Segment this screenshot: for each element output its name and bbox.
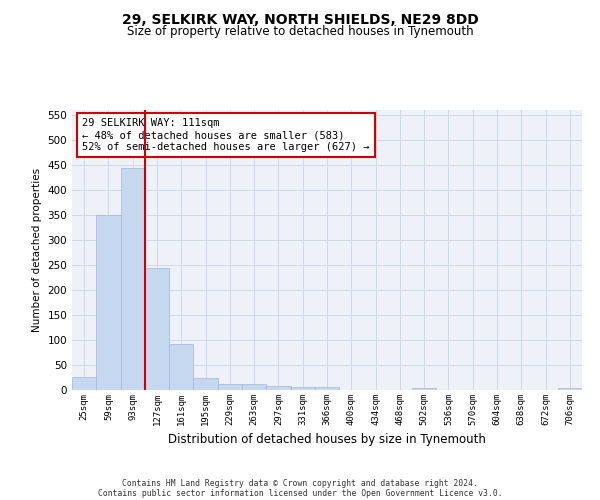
Bar	[266, 386, 290, 390]
Y-axis label: Number of detached properties: Number of detached properties	[32, 168, 42, 332]
Bar	[412, 388, 436, 390]
Text: 29 SELKIRK WAY: 111sqm
← 48% of detached houses are smaller (583)
52% of semi-de: 29 SELKIRK WAY: 111sqm ← 48% of detached…	[82, 118, 370, 152]
Bar	[193, 378, 218, 390]
Bar	[72, 376, 96, 390]
Bar	[315, 387, 339, 390]
Text: Contains public sector information licensed under the Open Government Licence v3: Contains public sector information licen…	[98, 488, 502, 498]
Bar	[145, 268, 169, 390]
Bar	[121, 168, 145, 390]
Bar	[218, 384, 242, 390]
Bar	[96, 215, 121, 390]
Bar	[290, 387, 315, 390]
Text: 29, SELKIRK WAY, NORTH SHIELDS, NE29 8DD: 29, SELKIRK WAY, NORTH SHIELDS, NE29 8DD	[122, 12, 478, 26]
Bar	[169, 344, 193, 390]
Text: Contains HM Land Registry data © Crown copyright and database right 2024.: Contains HM Land Registry data © Crown c…	[122, 478, 478, 488]
Bar	[558, 388, 582, 390]
X-axis label: Distribution of detached houses by size in Tynemouth: Distribution of detached houses by size …	[168, 434, 486, 446]
Text: Size of property relative to detached houses in Tynemouth: Size of property relative to detached ho…	[127, 25, 473, 38]
Bar	[242, 384, 266, 390]
